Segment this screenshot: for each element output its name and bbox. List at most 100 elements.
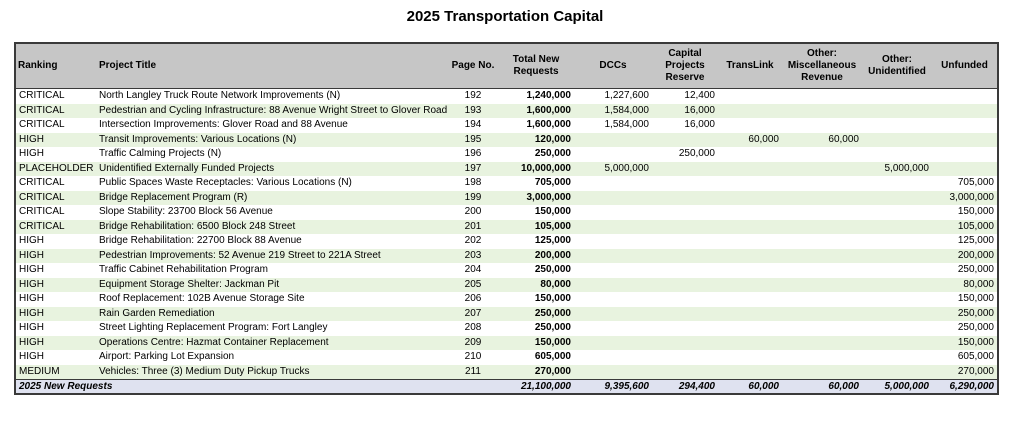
cell-other-unidentified bbox=[862, 263, 932, 278]
cell-dccs: 5,000,000 bbox=[574, 161, 652, 176]
cell-other-unidentified bbox=[862, 176, 932, 191]
cell-capital-projects-reserve bbox=[652, 132, 718, 147]
footer-misc: 60,000 bbox=[782, 379, 862, 393]
cell-project-title: Rain Garden Remediation bbox=[93, 306, 448, 321]
cell-page-no: 203 bbox=[448, 248, 498, 263]
cell-total-new-requests: 3,000,000 bbox=[498, 190, 574, 205]
table-row: CRITICAL Public Spaces Waste Receptacles:… bbox=[16, 176, 997, 191]
cell-ranking: CRITICAL bbox=[16, 103, 93, 118]
cell-ranking: HIGH bbox=[16, 306, 93, 321]
col-header-project-title: Project Title bbox=[93, 44, 448, 89]
cell-project-title: Unidentified Externally Funded Projects bbox=[93, 161, 448, 176]
cell-total-new-requests: 150,000 bbox=[534, 293, 571, 305]
cell-ranking: HIGH bbox=[16, 335, 93, 350]
cell-translink bbox=[718, 89, 782, 104]
cell-other-unidentified bbox=[862, 277, 932, 292]
cell-ranking: PLACEHOLDER bbox=[16, 161, 93, 176]
cell-capital-projects-reserve bbox=[652, 364, 718, 380]
cell-capital-projects-reserve bbox=[652, 248, 718, 263]
cell-other-misc-revenue bbox=[782, 277, 862, 292]
table-row: HIGH Bridge Rehabilitation: 22700 Block 8… bbox=[16, 234, 997, 249]
cell-page-no: 197 bbox=[448, 161, 498, 176]
cell-page-no: 194 bbox=[464, 119, 482, 131]
cell-unfunded: 270,000 bbox=[932, 364, 997, 380]
cell-translink bbox=[718, 161, 782, 176]
table-row: HIGH Equipment Storage Shelter: Jackman P… bbox=[16, 277, 997, 292]
cell-other-misc-revenue bbox=[782, 205, 862, 220]
cell-dccs: 1,584,000 bbox=[604, 119, 650, 131]
cell-project-title: Traffic Cabinet Rehabilitation Program bbox=[99, 264, 268, 276]
cell-ranking: CRITICAL bbox=[19, 206, 65, 218]
table-row: HIGH Pedestrian Improvements: 52 Avenue 2… bbox=[16, 248, 997, 263]
cell-ranking: HIGH bbox=[19, 264, 44, 276]
cell-other-unidentified bbox=[862, 321, 932, 336]
cell-unfunded bbox=[932, 161, 997, 176]
footer-total: 21,100,000 bbox=[498, 379, 574, 393]
cell-project-title: Transit Improvements: Various Locations … bbox=[93, 132, 448, 147]
cell-dccs bbox=[574, 277, 652, 292]
col-header-translink: TransLink bbox=[718, 44, 782, 89]
cell-translink bbox=[718, 350, 782, 365]
cell-project-title: Bridge Rehabilitation: 22700 Block 88 Av… bbox=[99, 235, 302, 247]
col-header-other-misc-revenue: Other: Miscellaneous Revenue bbox=[782, 44, 862, 89]
cell-unfunded: 80,000 bbox=[932, 277, 997, 292]
table-row: CRITICAL Pedestrian and Cycling Infrastru… bbox=[16, 103, 997, 118]
cell-other-unidentified bbox=[862, 234, 932, 249]
cell-total-new-requests: 150,000 bbox=[534, 206, 571, 218]
cell-project-title: Slope Stability: 23700 Block 56 Avenue bbox=[99, 206, 273, 218]
col-header-other-unidentified: Other: Unidentified bbox=[862, 44, 932, 89]
cell-project-title: Bridge Rehabilitation: 6500 Block 248 St… bbox=[93, 219, 448, 234]
cell-capital-projects-reserve bbox=[652, 292, 718, 307]
cell-capital-projects-reserve: 16,000 bbox=[684, 119, 715, 131]
cell-project-title: Street Lighting Replacement Program: For… bbox=[99, 322, 328, 334]
cell-dccs: 1,584,000 bbox=[574, 103, 652, 118]
cell-translink bbox=[718, 219, 782, 234]
table-body: CRITICAL North Langley Truck Route Networ… bbox=[16, 89, 997, 380]
cell-other-misc-revenue bbox=[782, 321, 862, 336]
cell-translink bbox=[718, 147, 782, 162]
cell-unfunded: 250,000 bbox=[932, 306, 997, 321]
cell-translink bbox=[718, 205, 782, 220]
cell-unfunded: 105,000 bbox=[932, 219, 997, 234]
cell-translink bbox=[718, 190, 782, 205]
cell-translink bbox=[718, 277, 782, 292]
cell-ranking: HIGH bbox=[16, 248, 93, 263]
col-header-dccs: DCCs bbox=[574, 44, 652, 89]
cell-dccs bbox=[574, 234, 652, 249]
cell-other-unidentified bbox=[862, 147, 932, 162]
cell-dccs bbox=[574, 364, 652, 380]
cell-other-misc-revenue: 60,000 bbox=[782, 132, 862, 147]
cell-page-no: 210 bbox=[464, 351, 482, 363]
cell-unfunded: 125,000 bbox=[957, 235, 994, 247]
cell-ranking: CRITICAL bbox=[16, 190, 93, 205]
cell-other-misc-revenue bbox=[782, 263, 862, 278]
footer-unidentified: 5,000,000 bbox=[862, 379, 932, 393]
cell-capital-projects-reserve bbox=[652, 205, 718, 220]
cell-total-new-requests: 250,000 bbox=[534, 264, 571, 276]
cell-other-misc-revenue bbox=[782, 350, 862, 365]
table-row: CRITICAL Slope Stability: 23700 Block 56 … bbox=[16, 205, 997, 220]
capital-table: Ranking Project Title Page No. Total New… bbox=[16, 44, 997, 393]
cell-ranking: HIGH bbox=[19, 148, 44, 160]
cell-project-title: Roof Replacement: 102B Avenue Storage Si… bbox=[99, 293, 305, 305]
cell-other-misc-revenue bbox=[782, 335, 862, 350]
footer-translink: 60,000 bbox=[718, 379, 782, 393]
cell-capital-projects-reserve bbox=[652, 161, 718, 176]
cell-other-unidentified bbox=[862, 132, 932, 147]
cell-unfunded: 605,000 bbox=[957, 351, 994, 363]
cell-page-no: 201 bbox=[448, 219, 498, 234]
cell-other-misc-revenue bbox=[782, 118, 862, 133]
cell-page-no: 207 bbox=[448, 306, 498, 321]
cell-other-unidentified bbox=[862, 248, 932, 263]
table-row: HIGH Operations Centre: Hazmat Container … bbox=[16, 335, 997, 350]
cell-project-title: Airport: Parking Lot Expansion bbox=[99, 351, 235, 363]
cell-translink bbox=[718, 103, 782, 118]
cell-unfunded: 3,000,000 bbox=[932, 190, 997, 205]
cell-unfunded: 200,000 bbox=[932, 248, 997, 263]
footer-label: 2025 New Requests bbox=[16, 379, 498, 393]
cell-page-no: 206 bbox=[464, 293, 482, 305]
cell-total-new-requests: 105,000 bbox=[498, 219, 574, 234]
cell-unfunded bbox=[932, 132, 997, 147]
cell-ranking: HIGH bbox=[16, 132, 93, 147]
table-row: MEDIUM Vehicles: Three (3) Medium Duty Pi… bbox=[16, 364, 997, 380]
